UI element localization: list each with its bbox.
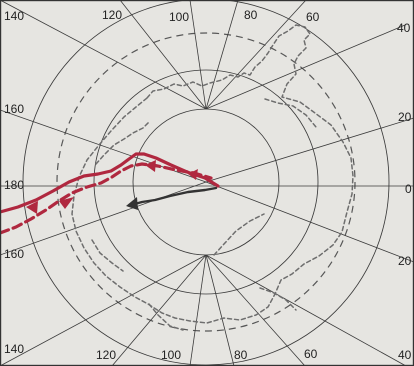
longitude-label-top-60: 60 <box>306 10 320 24</box>
dark-arrow <box>126 197 138 210</box>
sixty-degree-latitude-circle <box>56 32 356 332</box>
red-track-2 <box>0 162 213 235</box>
track-group <box>0 152 220 235</box>
longitude-label-left-160-upper: 160 <box>4 102 24 116</box>
meridian-60-top <box>205 0 307 110</box>
meridian-160-lower <box>0 181 207 256</box>
longitude-label-left-180: 180 <box>4 178 24 192</box>
red-track-1 <box>0 152 220 214</box>
meridian-40-bottom <box>205 254 407 366</box>
longitude-label-right-40-top: 40 <box>397 21 411 35</box>
meridian-80-bottom <box>205 254 235 366</box>
middle-latitude-circle <box>93 69 319 295</box>
coastline-group <box>71 24 354 331</box>
antarctic-peninsula <box>95 120 151 165</box>
meridian-120-bottom <box>111 254 207 366</box>
meridian-100-bottom <box>189 254 207 366</box>
longitude-label-top-80: 80 <box>244 8 258 22</box>
longitude-labels: 140 120 100 80 60 40 160 20 180 0 160 20… <box>4 8 412 362</box>
meridian-120-top <box>119 0 207 110</box>
meridian-20-lower <box>205 181 414 263</box>
meridian-40-top <box>205 24 406 110</box>
ice-shelf-lower <box>148 303 184 331</box>
meridian-100-top <box>189 0 207 110</box>
longitude-label-bottom-60: 60 <box>304 347 318 361</box>
red-arrow-3 <box>188 169 198 180</box>
longitude-label-right-40-bottom: 40 <box>398 348 412 362</box>
longitude-label-bottom-120: 120 <box>96 348 116 362</box>
dark-track <box>129 186 218 207</box>
meridian-80-top <box>205 0 239 110</box>
longitude-label-left-160-lower: 160 <box>4 247 24 261</box>
meridian-20-upper <box>205 117 414 183</box>
red-arrow-2 <box>59 197 74 209</box>
meridian-140-bottom <box>0 254 207 366</box>
coast-detail-west <box>91 239 124 272</box>
meridian-60-bottom <box>205 254 306 366</box>
longitude-label-bottom-100: 100 <box>161 348 181 362</box>
longitude-label-bottom-140: 140 <box>4 342 24 356</box>
longitude-label-right-20-upper: 20 <box>398 110 412 124</box>
meridian-140-top <box>0 0 207 110</box>
longitude-label-top-100: 100 <box>169 10 189 24</box>
red-arrow-1 <box>26 201 38 214</box>
longitude-label-right-0: 0 <box>405 182 412 196</box>
red-arrow-4 <box>145 160 156 172</box>
longitude-label-right-20-lower: 20 <box>398 254 412 268</box>
ross-coast-detail <box>213 213 265 256</box>
longitude-label-bottom-80: 80 <box>234 348 248 362</box>
ice-shelf-edge <box>259 287 297 311</box>
antarctic-coastline <box>71 24 354 324</box>
longitude-label-top-140: 140 <box>4 9 24 23</box>
longitude-label-top-120: 120 <box>102 8 122 22</box>
coast-detail-east <box>264 98 317 128</box>
